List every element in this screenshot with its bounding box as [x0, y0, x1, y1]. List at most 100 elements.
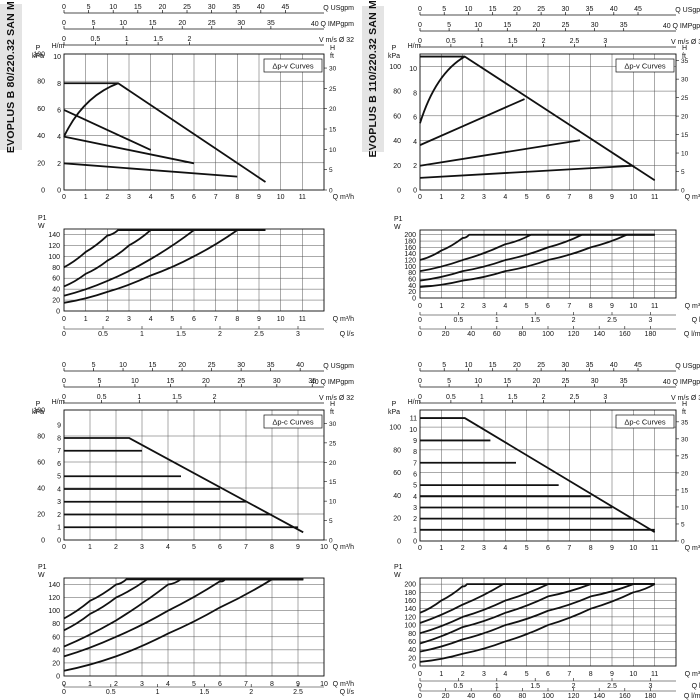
m3h-tick-label: 7 [214, 194, 218, 201]
lmin-tick-label: 40 [467, 693, 475, 700]
power-tick-label: 60 [52, 634, 60, 641]
ls-tick-label: 0 [418, 683, 422, 690]
kpa-tick-label: 40 [393, 493, 401, 500]
ls-tick-label: 1 [140, 331, 144, 338]
power-tick-label: 100 [404, 264, 416, 271]
kpa-tick-label: 20 [37, 160, 45, 167]
top-scale-tick-label: 10 [109, 4, 117, 11]
ft-tick-label: 25 [681, 95, 689, 102]
power-m3h-tick-label: 2 [461, 671, 465, 678]
power-m3h-tick-label: 10 [277, 316, 285, 323]
lmin-tick-label: 120 [568, 693, 580, 700]
title-top-right: EVOPLUS B 110/220.32 SAN M [362, 0, 384, 158]
top-scale-tick-label: 1 [137, 394, 141, 401]
top-scale-tick-label: 0.5 [97, 394, 107, 401]
power-m3h-tick-label: 2 [461, 303, 465, 310]
top-scale-tick-label: 0 [62, 4, 66, 11]
ls-tick-label: 1 [495, 317, 499, 324]
power-m3h-tick-label: 8 [589, 671, 593, 678]
head-series-3 [419, 164, 634, 179]
power-tick-label: 140 [404, 606, 416, 613]
power-m3h-tick-label: 9 [257, 316, 261, 323]
top-scale-tick-label: 35 [308, 378, 316, 385]
power-series-0 [419, 233, 655, 261]
hm-tick-label: 1 [413, 527, 417, 534]
ft-tick-label: 35 [681, 419, 689, 426]
ft-tick-label: 10 [329, 147, 337, 154]
power-tick-label: 140 [48, 232, 60, 239]
power-plot-frame [419, 229, 677, 299]
power-m3h-tick-label: 6 [218, 681, 222, 688]
ls-unit-label: Q l/s [340, 689, 355, 696]
hm-axis-label: H/m [52, 43, 65, 50]
p-axis-label: P [392, 45, 397, 52]
m3h-tick-label: 10 [277, 194, 285, 201]
power-series-2 [63, 229, 266, 297]
power-m3h-tick-label: 8 [270, 681, 274, 688]
ft-tick-label: 20 [681, 470, 689, 477]
h-ft-axis-label: H [682, 401, 687, 408]
lmin-tick-label: 0 [418, 331, 422, 338]
kpa-tick-label: 20 [393, 163, 401, 170]
kpa-tick-label: 0 [41, 188, 45, 195]
lmin-tick-label: 40 [467, 331, 475, 338]
top-scale-tick-label: 35 [586, 362, 594, 369]
head-series-0 [64, 82, 267, 183]
power-plot-frame [419, 577, 677, 667]
ls-tick-label: 2.5 [607, 317, 617, 324]
ft-tick-label: 0 [681, 539, 685, 546]
m3h-tick-label: 10 [320, 544, 328, 551]
top-scale-tick-label: 30 [237, 20, 245, 27]
ft-tick-label: 25 [329, 86, 337, 93]
power-m3h-tick-label: 5 [525, 303, 529, 310]
power-m3h-tick-label: 11 [299, 316, 306, 323]
top-scale-tick-label: 2 [213, 394, 217, 401]
power-tick-label: 160 [404, 245, 416, 252]
top-scale-tick-label: 0.5 [446, 38, 456, 45]
power-m3h-tick-label: 3 [127, 316, 131, 323]
top-scale-unit-label: 40 Q IMPgpm [663, 379, 700, 386]
top-scale-tick-label: 1.5 [172, 394, 182, 401]
top-scale-tick-label: 30 [208, 4, 216, 11]
kpa-tick-label: 0 [41, 538, 45, 545]
hm-tick-label: 4 [57, 134, 61, 141]
power-tick-label: 0 [412, 664, 416, 671]
ft-tick-label: 35 [681, 58, 689, 65]
top-scale-unit-label: Q USgpm [323, 363, 354, 370]
kpa-tick-label: 100 [33, 52, 45, 59]
kpa-tick-label: 80 [37, 79, 45, 86]
m3h-tick-label: 6 [546, 545, 550, 552]
m3h-tick-label: 7 [244, 544, 248, 551]
power-m3h-unit-label: Q m³/h [333, 681, 354, 688]
legend-box-label: Δp-c Curves [272, 418, 314, 427]
top-scale-tick-label: 0 [418, 362, 422, 369]
m3h-tick-label: 0 [418, 194, 422, 201]
ft-tick-label: 5 [329, 167, 333, 174]
ls-tick-label: 2.5 [293, 689, 303, 696]
ls-tick-label: 1.5 [530, 317, 540, 324]
p1-axis-label: P1 [394, 216, 403, 223]
power-tick-label: 0 [56, 309, 60, 316]
ft-tick-label: 0 [329, 188, 333, 195]
power-tick-label: 20 [52, 298, 60, 305]
lmin-tick-label: 120 [568, 331, 580, 338]
ls-tick-label: 2 [572, 317, 576, 324]
hm-tick-label: 0 [57, 538, 61, 545]
kpa-axis-label: kPa [388, 409, 400, 416]
kpa-tick-label: 100 [33, 408, 45, 415]
top-scale-tick-label: 10 [119, 20, 127, 27]
top-scale-tick-label: 15 [134, 4, 142, 11]
m3h-tick-label: 6 [192, 194, 196, 201]
top-scale-tick-label: 0 [62, 362, 66, 369]
power-m3h-tick-label: 8 [235, 316, 239, 323]
top-scale-tick-label: 45 [634, 362, 642, 369]
hm-tick-label: 2 [413, 163, 417, 170]
top-scale-tick-label: 40 [610, 362, 618, 369]
top-scale-tick-label: 10 [474, 378, 482, 385]
kpa-tick-label: 100 [389, 425, 401, 432]
power-tick-label: 80 [52, 621, 60, 628]
head-series-0 [64, 437, 304, 534]
top-scale-tick-label: 30 [561, 362, 569, 369]
hm-tick-label: 2 [57, 512, 61, 519]
